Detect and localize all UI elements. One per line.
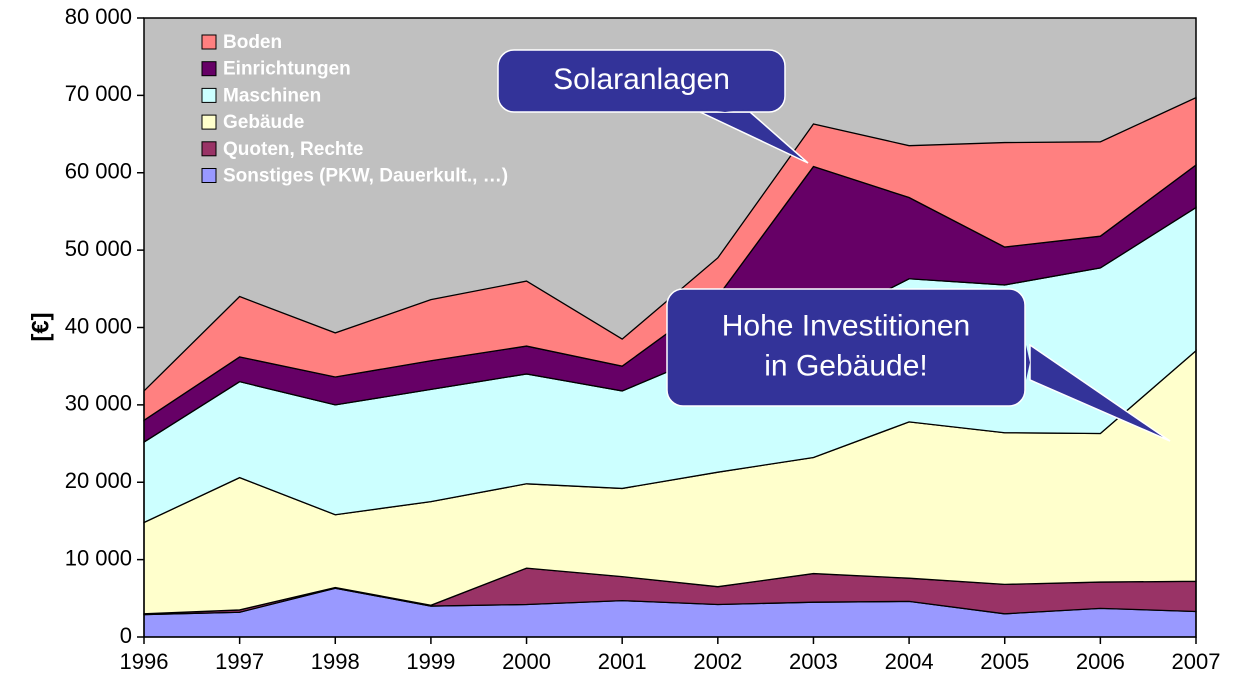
y-axis-label: [€] — [27, 312, 54, 341]
callout-box — [497, 49, 786, 113]
legend-swatch — [201, 61, 217, 77]
callout-box — [666, 288, 1026, 407]
x-tick-label: 2003 — [789, 649, 838, 674]
y-tick-label: 0 — [120, 623, 132, 648]
legend-swatch — [201, 114, 217, 130]
annotation: in Gebäude! — [764, 349, 927, 382]
annotation: Hohe Investitionen — [722, 309, 971, 342]
y-tick-label: 10 000 — [65, 545, 132, 570]
x-tick-label: 2006 — [1076, 649, 1125, 674]
legend-swatch — [201, 168, 217, 183]
x-tick-label: 2002 — [693, 649, 742, 674]
x-tick-label: 1998 — [311, 649, 360, 674]
x-tick-label: 2004 — [885, 649, 934, 674]
x-tick-label: 2000 — [502, 649, 551, 674]
y-tick-label: 80 000 — [65, 4, 132, 29]
x-tick-label: 2001 — [598, 649, 647, 674]
legend-label: Einrichtungen — [223, 59, 351, 80]
y-tick-label: 30 000 — [65, 391, 132, 416]
legend-label: Quoten, Rechte — [223, 139, 363, 160]
y-tick-label: 70 000 — [65, 81, 132, 106]
legend-label: Sonstiges (PKW, Dauerkult., …) — [223, 166, 508, 187]
callout-joint — [1026, 345, 1030, 380]
annotation: Solaranlagen — [553, 63, 730, 96]
y-tick-label: 50 000 — [65, 236, 132, 261]
y-tick-label: 20 000 — [65, 468, 132, 493]
y-tick-label: 60 000 — [65, 159, 132, 184]
legend-label: Gebäude — [223, 112, 304, 133]
x-tick-label: 2005 — [980, 649, 1029, 674]
legend-swatch — [201, 34, 217, 50]
x-tick-label: 1999 — [406, 649, 455, 674]
legend-label: Maschinen — [223, 85, 321, 106]
legend-swatch — [201, 141, 217, 157]
y-tick-label: 40 000 — [65, 313, 132, 338]
x-tick-label: 1997 — [215, 649, 264, 674]
legend-label: Boden — [223, 32, 282, 53]
x-tick-label: 1996 — [120, 649, 169, 674]
x-tick-label: 2007 — [1172, 649, 1221, 674]
callout-joint — [700, 109, 750, 112]
legend-swatch — [201, 87, 217, 103]
